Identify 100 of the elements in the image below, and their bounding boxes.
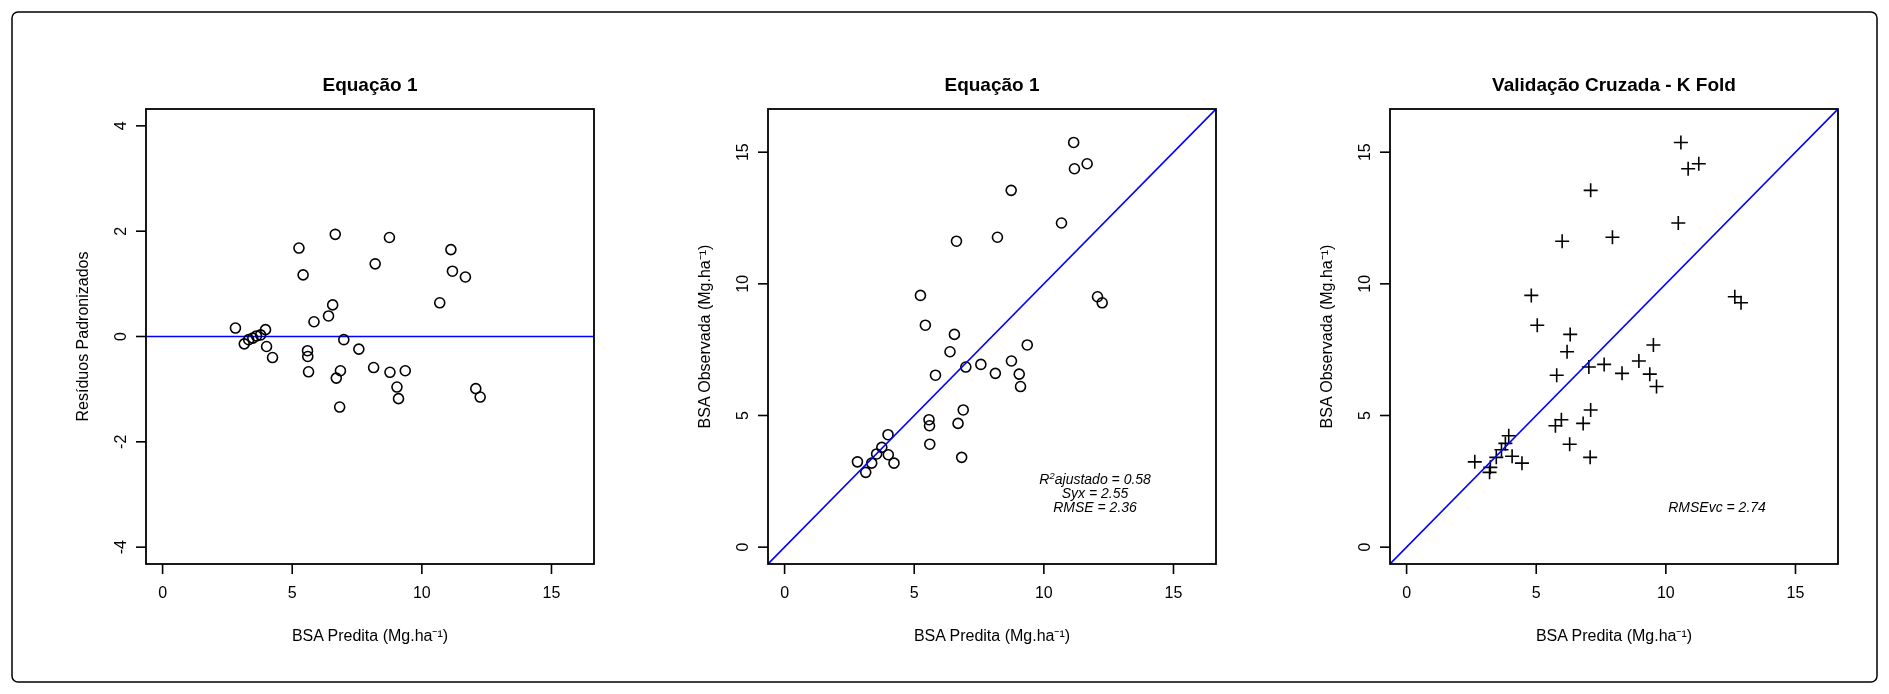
point: [369, 258, 381, 270]
point: [1014, 380, 1027, 393]
point: [1604, 229, 1621, 246]
annotation: RMSEvc = 2.74: [1668, 499, 1767, 515]
point: [923, 413, 935, 426]
y-tick-label: 2: [112, 226, 129, 236]
point: [392, 392, 405, 405]
point: [1497, 435, 1514, 452]
point: [923, 438, 936, 450]
point: [1096, 297, 1108, 309]
x-tick-label: 5: [909, 584, 919, 601]
x-axis-title: BSA Predita (Mg.ha⁻¹): [1535, 627, 1693, 644]
point: [1581, 359, 1597, 375]
point: [399, 364, 412, 377]
y-tick-label: 5: [734, 410, 751, 420]
point: [1575, 415, 1591, 432]
point: [876, 441, 888, 454]
point: [1648, 378, 1665, 395]
y-tick-label: -4: [112, 539, 129, 555]
point: [1013, 368, 1026, 380]
point: [1559, 343, 1575, 360]
point: [247, 332, 259, 344]
point: [1021, 339, 1034, 351]
point: [329, 228, 342, 241]
point: [1562, 326, 1578, 343]
annotation: R$^{2}$ajustado = 0.58: [1039, 469, 1152, 487]
point: [297, 269, 309, 281]
y-tick-label: 10: [734, 274, 751, 293]
point: [254, 329, 267, 341]
point: [1645, 337, 1662, 353]
point: [1641, 366, 1658, 382]
point: [914, 289, 927, 302]
point: [1500, 427, 1517, 444]
point: [865, 457, 878, 469]
x-tick-label: 0: [780, 584, 790, 601]
y-tick-label: 15: [1356, 143, 1373, 162]
point: [1081, 157, 1093, 170]
point: [882, 448, 895, 461]
y-tick-label: 0: [1356, 542, 1373, 552]
y-axis-title: BSA Observada (Mg.ha⁻¹): [1318, 244, 1335, 429]
y-tick-label: 5: [1356, 410, 1373, 420]
point: [301, 344, 314, 357]
point: [384, 366, 396, 379]
y-tick-label: 4: [112, 121, 129, 131]
point: [859, 466, 872, 479]
x-tick-label: 10: [1656, 584, 1675, 601]
point: [308, 315, 320, 328]
point: [1529, 317, 1546, 333]
point: [960, 361, 972, 373]
point: [250, 330, 263, 342]
chart-title: Equação 1: [944, 74, 1040, 95]
point: [1005, 184, 1017, 197]
point: [1614, 365, 1630, 382]
point: [851, 456, 864, 468]
point: [1548, 367, 1565, 384]
y-tick-label: 0: [112, 331, 129, 341]
point: [266, 351, 279, 364]
point: [301, 350, 314, 363]
point: [1068, 162, 1081, 175]
point: [952, 417, 964, 430]
y-tick-label: 0: [734, 542, 751, 552]
point: [1670, 215, 1687, 231]
point: [1481, 464, 1498, 481]
point: [383, 231, 396, 244]
point: [1582, 449, 1598, 466]
point: [1553, 411, 1570, 428]
point: [882, 428, 894, 441]
point: [1067, 136, 1080, 149]
point: [1005, 355, 1018, 367]
y-axis-title: BSA Observada (Mg.ha⁻¹): [696, 244, 713, 429]
point: [1554, 233, 1570, 249]
point: [433, 297, 446, 309]
point: [1482, 459, 1499, 476]
point: [1680, 160, 1696, 177]
point: [326, 299, 339, 311]
point: [474, 391, 486, 403]
point: [1466, 454, 1483, 470]
point: [1091, 290, 1104, 303]
point: [353, 343, 365, 355]
point: [1493, 441, 1510, 458]
point: [870, 448, 883, 460]
point: [919, 319, 932, 331]
x-axis-title: BSA Predita (Mg.ha⁻¹): [913, 627, 1071, 644]
point: [338, 333, 350, 346]
point: [1055, 217, 1068, 229]
point: [333, 401, 346, 413]
point: [1523, 287, 1540, 304]
x-tick-label: 0: [158, 584, 168, 601]
x-tick-label: 10: [1034, 584, 1053, 601]
point: [923, 419, 936, 432]
point: [260, 340, 273, 353]
chart-title: Equação 1: [322, 74, 418, 95]
point: [975, 358, 987, 371]
point: [367, 361, 380, 374]
point: [238, 338, 251, 350]
point: [1561, 436, 1578, 452]
point: [948, 328, 961, 341]
point: [259, 323, 272, 336]
point: [950, 235, 963, 247]
point: [229, 322, 242, 334]
